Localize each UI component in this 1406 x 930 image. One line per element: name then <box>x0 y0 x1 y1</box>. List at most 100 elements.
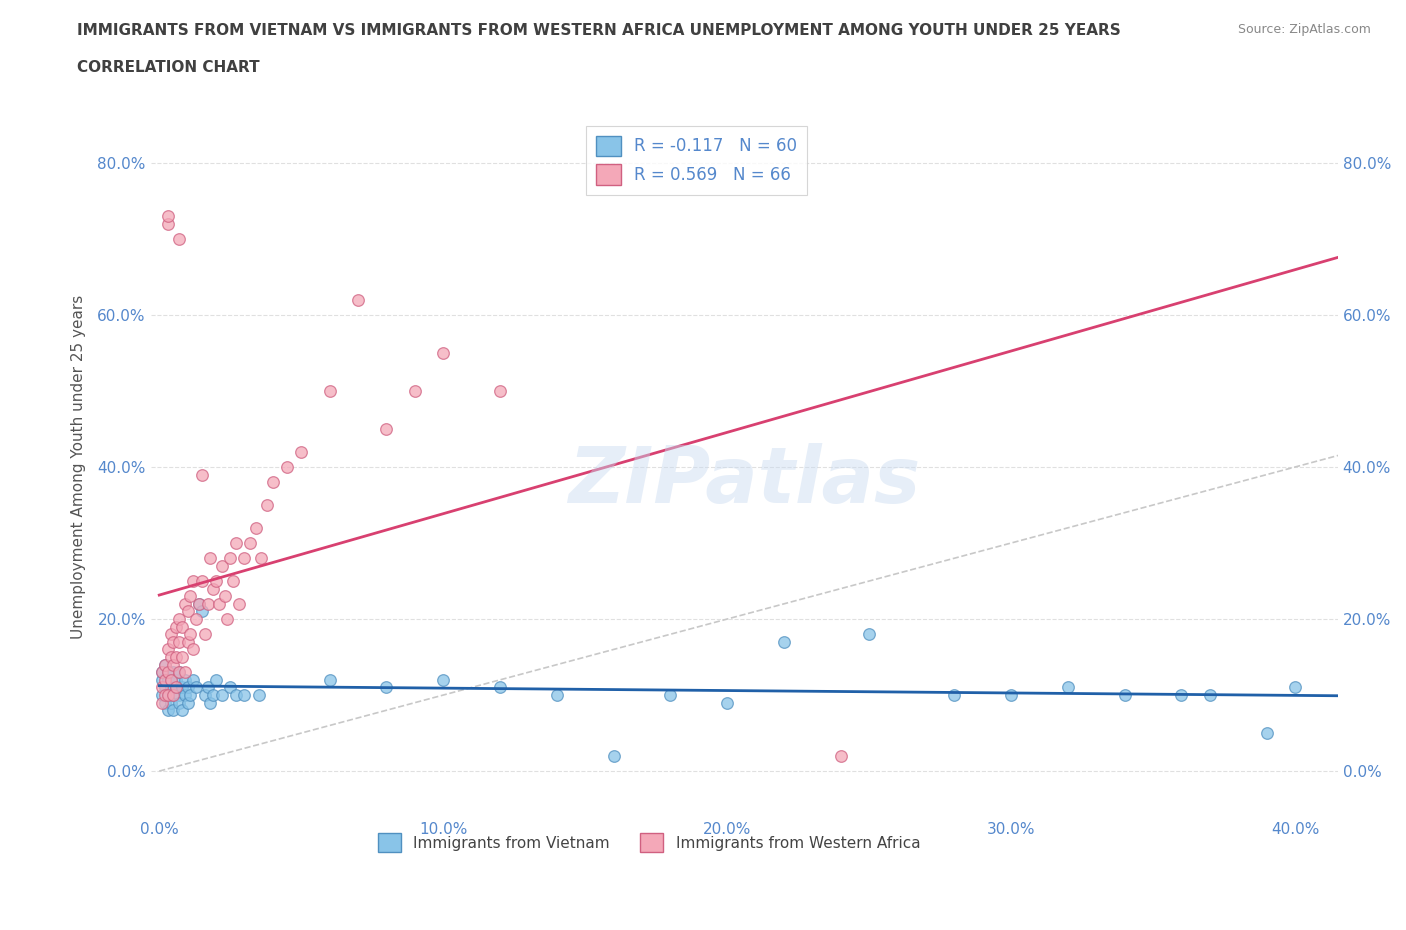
Point <box>150 680 173 695</box>
Point <box>245 521 267 536</box>
Point <box>181 574 204 589</box>
Point <box>179 589 201 604</box>
Point <box>211 558 233 573</box>
Point <box>150 696 173 711</box>
Point <box>150 687 173 702</box>
Point <box>156 665 179 680</box>
Point <box>165 619 187 634</box>
Point <box>205 574 228 589</box>
Point <box>159 672 181 687</box>
Point <box>1284 680 1306 695</box>
Point <box>165 680 187 695</box>
Point <box>167 696 190 711</box>
Point <box>228 596 250 611</box>
Point <box>186 612 208 627</box>
Point <box>165 672 187 687</box>
Point <box>191 604 214 618</box>
Point <box>162 658 184 672</box>
Point <box>170 703 193 718</box>
Point <box>176 680 198 695</box>
Point <box>153 687 176 702</box>
Point <box>200 551 222 565</box>
Point <box>191 574 214 589</box>
Point <box>159 627 181 642</box>
Point <box>188 596 211 611</box>
Point <box>432 346 454 361</box>
Point <box>162 687 184 702</box>
Point <box>716 696 738 711</box>
Point <box>375 680 398 695</box>
Point <box>225 536 247 551</box>
Point <box>489 383 512 398</box>
Point <box>150 665 173 680</box>
Legend: Immigrants from Vietnam, Immigrants from Western Africa: Immigrants from Vietnam, Immigrants from… <box>373 827 927 858</box>
Point <box>156 642 179 657</box>
Text: IMMIGRANTS FROM VIETNAM VS IMMIGRANTS FROM WESTERN AFRICA UNEMPLOYMENT AMONG YOU: IMMIGRANTS FROM VIETNAM VS IMMIGRANTS FR… <box>77 23 1121 38</box>
Point <box>153 672 176 687</box>
Point <box>233 687 256 702</box>
Point <box>214 589 236 604</box>
Point <box>156 672 179 687</box>
Point <box>318 672 340 687</box>
Point <box>150 672 173 687</box>
Y-axis label: Unemployment Among Youth under 25 years: Unemployment Among Youth under 25 years <box>72 295 86 639</box>
Point <box>1057 680 1080 695</box>
Point <box>176 634 198 649</box>
Point <box>225 687 247 702</box>
Point <box>165 680 187 695</box>
Text: Source: ZipAtlas.com: Source: ZipAtlas.com <box>1237 23 1371 36</box>
Point <box>375 421 398 436</box>
Point <box>205 672 228 687</box>
Point <box>194 687 217 702</box>
Point <box>167 665 190 680</box>
Point <box>159 696 181 711</box>
Point <box>173 596 195 611</box>
Point <box>202 687 225 702</box>
Point <box>489 680 512 695</box>
Point <box>162 665 184 680</box>
Point <box>347 292 370 307</box>
Point <box>176 604 198 618</box>
Point <box>262 475 284 490</box>
Point <box>150 665 173 680</box>
Point <box>256 498 278 512</box>
Point <box>153 658 176 672</box>
Point <box>222 574 245 589</box>
Point <box>173 672 195 687</box>
Point <box>170 650 193 665</box>
Point <box>179 687 201 702</box>
Point <box>659 687 682 702</box>
Point <box>173 687 195 702</box>
Point <box>165 650 187 665</box>
Point <box>276 459 298 474</box>
Point <box>179 627 201 642</box>
Point <box>432 672 454 687</box>
Point <box>1114 687 1136 702</box>
Point <box>159 650 181 665</box>
Point <box>1170 687 1192 702</box>
Point <box>1000 687 1022 702</box>
Point <box>197 680 219 695</box>
Point <box>170 680 193 695</box>
Point <box>170 619 193 634</box>
Point <box>156 687 179 702</box>
Point <box>858 627 880 642</box>
Point <box>167 665 190 680</box>
Point <box>188 596 211 611</box>
Point <box>219 680 242 695</box>
Text: ZIPatlas: ZIPatlas <box>568 443 921 519</box>
Point <box>162 703 184 718</box>
Point <box>1198 687 1220 702</box>
Point <box>197 596 219 611</box>
Point <box>239 536 262 551</box>
Point <box>602 749 624 764</box>
Point <box>247 687 270 702</box>
Point <box>153 696 176 711</box>
Point <box>250 551 273 565</box>
Point <box>153 680 176 695</box>
Point <box>233 551 256 565</box>
Point <box>153 658 176 672</box>
Point <box>173 665 195 680</box>
Point <box>159 680 181 695</box>
Point <box>546 687 568 702</box>
